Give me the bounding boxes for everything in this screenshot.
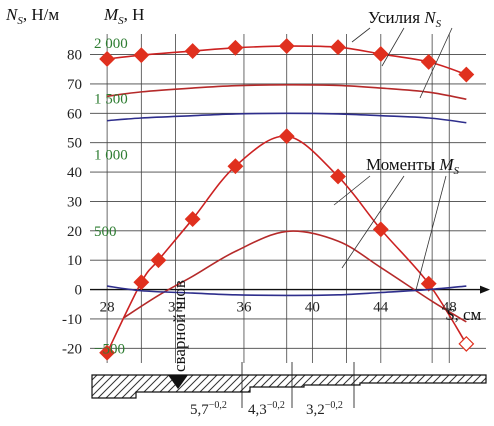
y-tick-label: 80 xyxy=(67,48,82,64)
forces-label: Усилия NS xyxy=(368,8,442,30)
y-tick-label: 10 xyxy=(67,253,82,269)
annotations: NS, Н/м MS, Н S, см Усилия NS Моменты MS… xyxy=(5,5,482,418)
forces-leader-3 xyxy=(419,27,453,99)
series-3-point xyxy=(99,344,116,361)
moments-leader-2 xyxy=(341,175,405,269)
left-axis-label: NS, Н/м xyxy=(5,5,59,27)
x-tick-label: 40 xyxy=(305,300,320,316)
right-tick-label: 1 000 xyxy=(94,147,128,163)
series-layer xyxy=(99,38,475,361)
series-0-point xyxy=(458,66,475,83)
series-3-point xyxy=(227,158,244,175)
series-3-point xyxy=(278,128,295,145)
thickness-label-2: 4,3−0,2 xyxy=(248,400,285,418)
series-3-point xyxy=(184,211,201,227)
series-0-point xyxy=(278,38,295,54)
series-3-point xyxy=(420,275,437,292)
profile-body xyxy=(91,374,487,399)
weld-marker xyxy=(168,375,188,389)
series-3-line xyxy=(106,135,468,354)
series-5-line xyxy=(106,285,467,297)
series-0-point xyxy=(184,43,201,59)
x-tick-label: 28 xyxy=(100,300,115,316)
x-tick-label: 44 xyxy=(373,300,389,316)
series-0-point xyxy=(372,46,389,62)
weld-label: сварной шов xyxy=(170,280,189,372)
right-tick-label: 1 500 xyxy=(94,92,128,108)
moments-label: Моменты MS xyxy=(366,155,460,177)
series-0-point xyxy=(330,39,346,56)
series-2-line xyxy=(107,112,467,124)
weld-profile xyxy=(91,362,487,408)
series-3-point xyxy=(330,168,346,185)
forces-leader-1 xyxy=(351,27,371,43)
x-tick-label: 48 xyxy=(442,300,457,316)
y-tick-label: 20 xyxy=(67,224,82,240)
y-tick-label: 0 xyxy=(75,283,83,299)
series-3-point xyxy=(372,221,389,238)
series-0-point xyxy=(227,39,244,56)
series-3-point xyxy=(150,252,167,269)
tick-labels: -20 -10 0 10 20 30 40 50 60 70 80 28 32 36 40 44 48 −500 5… xyxy=(62,36,457,358)
y-tick-label: -20 xyxy=(62,341,82,357)
series-0-point xyxy=(133,47,150,64)
y-tick-label: 30 xyxy=(67,194,82,210)
series-0-point xyxy=(99,51,116,67)
series-3-point xyxy=(133,274,150,291)
y-tick-label: -10 xyxy=(62,312,82,328)
right-axis-label: MS, Н xyxy=(103,5,144,27)
y-tick-label: 70 xyxy=(67,77,82,93)
forces-leader-2 xyxy=(381,27,405,67)
series-3-point xyxy=(458,335,475,352)
y-tick-label: 60 xyxy=(67,106,82,122)
right-tick-label: −500 xyxy=(94,341,125,357)
series-4-line xyxy=(123,230,467,323)
y-tick-label: 40 xyxy=(67,165,82,181)
right-tick-label: 500 xyxy=(94,224,117,240)
moments-leader-1 xyxy=(333,175,371,206)
right-tick-label: 2 000 xyxy=(94,36,128,52)
thickness-label-3: 3,2−0,2 xyxy=(306,400,343,418)
series-0-point xyxy=(420,53,437,70)
thickness-label-1: 5,7−0,2 xyxy=(190,400,227,418)
x-axis-arrow xyxy=(480,285,490,294)
x-tick-label: 32 xyxy=(168,300,183,316)
y-tick-label: 50 xyxy=(67,136,82,152)
x-tick-label: 36 xyxy=(236,300,252,316)
series-1-line xyxy=(107,84,467,100)
x-axis-label: S, см xyxy=(446,305,482,324)
grid xyxy=(90,34,490,363)
moments-leader-3 xyxy=(415,175,447,291)
